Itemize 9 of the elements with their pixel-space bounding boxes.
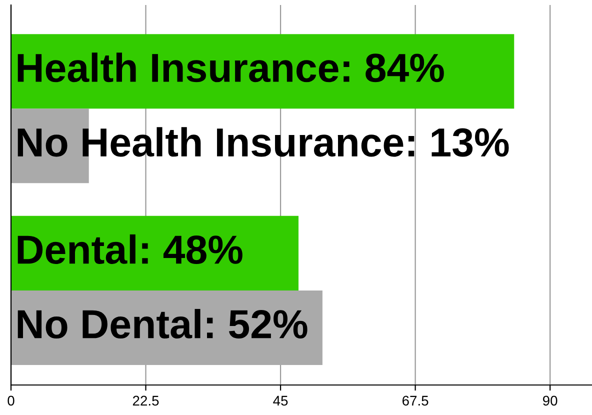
data-label: Health Insurance: 84% <box>18 52 444 82</box>
x-tick-label: 67.5 <box>402 396 428 406</box>
x-tick-label: 45 <box>273 396 288 406</box>
x-tick-label: 90 <box>543 396 558 406</box>
x-tick-label: 22.5 <box>132 396 159 406</box>
data-label: Dental: 48% <box>18 234 242 264</box>
data-label: No Health Insurance: 13% <box>18 127 509 157</box>
data-label: No Dental: 52% <box>18 308 308 339</box>
x-tick-label: 0 <box>8 396 14 406</box>
